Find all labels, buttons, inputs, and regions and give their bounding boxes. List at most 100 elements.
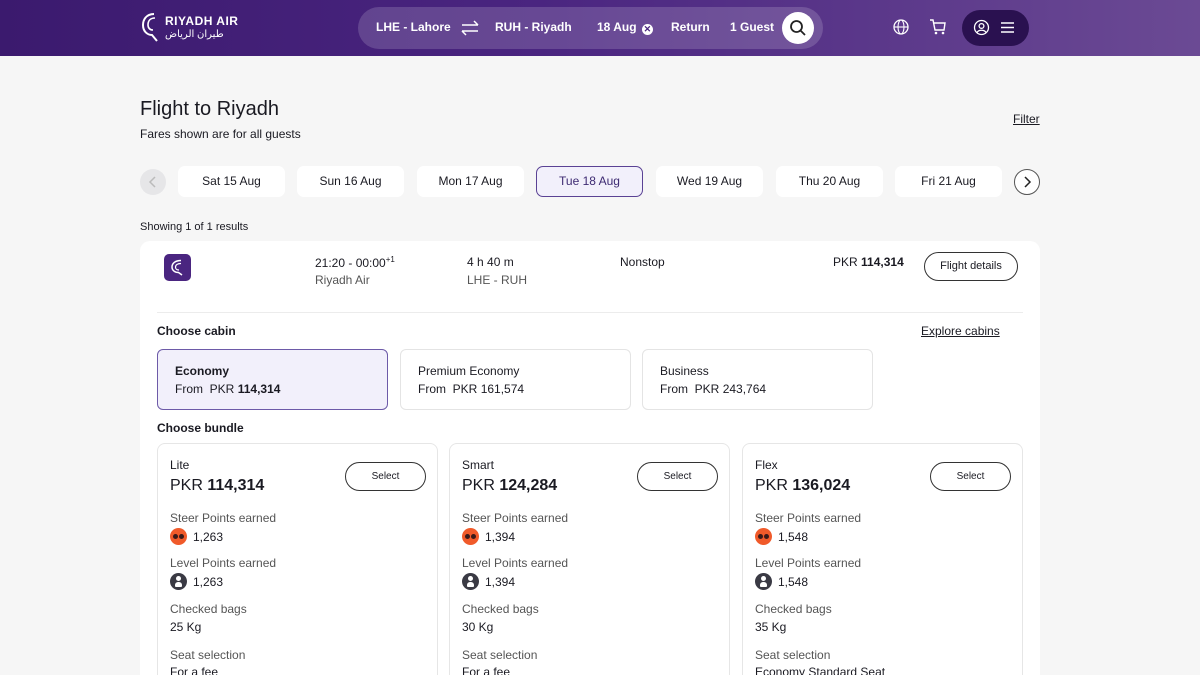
cabin-name: Economy (175, 364, 230, 378)
date-value: 18 Aug (597, 20, 637, 34)
clear-icon[interactable]: ✕ (641, 24, 653, 35)
price-amount: 136,024 (792, 477, 851, 494)
user-icon (973, 19, 990, 36)
level-points-value: 1,394 (485, 574, 516, 589)
price-currency: PKR (755, 477, 788, 494)
flight-details-button[interactable]: Flight details (924, 252, 1018, 281)
steer-points-label: Steer Points earned (462, 511, 569, 525)
date-tab-tue-18-aug[interactable]: Tue 18 Aug (536, 166, 643, 197)
departure-arrival-times: 21:20 - 00:00 (315, 256, 386, 270)
level-points-icon (170, 573, 187, 590)
price-amount: 243,764 (722, 382, 767, 396)
airline-logo (164, 254, 191, 281)
brand-name: RIYADH AIR (165, 13, 239, 28)
level-points-label: Level Points earned (170, 556, 277, 570)
seat-selection-label: Seat selection (462, 648, 538, 662)
choose-cabin-heading: Choose cabin (157, 324, 236, 338)
riyadh-air-emblem-icon (141, 13, 158, 42)
seat-selection-value: For a fee (170, 665, 219, 675)
flight-route: LHE - RUH (467, 273, 528, 287)
page-subtitle: Fares shown are for all guests (140, 127, 301, 141)
steer-points-row: 1,548 (755, 528, 808, 545)
destination-field[interactable]: RUH - Riyadh (495, 20, 572, 34)
day-offset: +1 (385, 255, 395, 264)
top-navigation-bar: RIYADH AIR طيران الرياض LHE - Lahore RUH… (0, 0, 1200, 56)
bundle-name: Smart (462, 458, 495, 472)
price-amount: 114,314 (207, 477, 265, 494)
cabin-option-economy[interactable]: Economy From PKR 114,314 (157, 349, 388, 410)
price-amount: 114,314 (237, 382, 281, 396)
flight-search-summary[interactable]: LHE - Lahore RUH - Riyadh 18 Aug ✕ Retur… (358, 7, 823, 49)
guests-field[interactable]: 1 Guest (730, 20, 775, 34)
seat-selection-value: For a fee (462, 665, 511, 675)
bundle-price: PKR 136,024 (755, 477, 850, 495)
steer-points-label: Steer Points earned (755, 511, 862, 525)
select-bundle-button[interactable]: Select (345, 462, 426, 491)
bundle-name: Flex (755, 458, 778, 472)
date-tab-fri-21-aug[interactable]: Fri 21 Aug (895, 166, 1002, 197)
checked-bags-label: Checked bags (755, 602, 832, 616)
date-field[interactable]: 18 Aug ✕ (597, 20, 653, 35)
filter-link[interactable]: Filter (1013, 112, 1040, 126)
level-points-row: 1,548 (755, 573, 808, 590)
cabin-price: From PKR 243,764 (660, 382, 766, 396)
steer-points-row: 1,394 (462, 528, 515, 545)
level-points-label: Level Points earned (755, 556, 862, 570)
riyadh-air-emblem-icon (171, 259, 183, 276)
explore-cabins-link[interactable]: Explore cabins (921, 324, 1000, 338)
select-bundle-button[interactable]: Select (637, 462, 718, 491)
level-points-value: 1,263 (193, 574, 224, 589)
checked-bags-label: Checked bags (462, 602, 539, 616)
price-amount: 114,314 (861, 255, 904, 269)
bundle-card-lite: Lite PKR 114,314 Select Steer Points ear… (157, 443, 438, 675)
bundle-card-flex: Flex PKR 136,024 Select Steer Points ear… (742, 443, 1023, 675)
date-tab-wed-19-aug[interactable]: Wed 19 Aug (656, 166, 763, 197)
flight-stops: Nonstop (620, 255, 665, 269)
account-menu-button[interactable] (962, 10, 1029, 46)
steer-points-value: 1,263 (193, 529, 224, 544)
bundle-card-smart: Smart PKR 124,284 Select Steer Points ea… (449, 443, 730, 675)
riyadh-air-logo[interactable]: RIYADH AIR طيران الرياض (140, 11, 238, 43)
checked-bags-value: 25 Kg (170, 620, 202, 634)
bundle-price: PKR 114,314 (170, 477, 264, 495)
origin-field[interactable]: LHE - Lahore (376, 20, 451, 34)
seat-selection-label: Seat selection (755, 648, 831, 662)
next-dates-button[interactable] (1014, 169, 1040, 195)
date-tab-sun-16-aug[interactable]: Sun 16 Aug (297, 166, 404, 197)
bundle-price: PKR 124,284 (462, 477, 557, 495)
seat-selection-value: Economy Standard Seat (755, 665, 886, 675)
steer-points-icon (170, 528, 187, 545)
brand-name-arabic: طيران الرياض (165, 28, 224, 40)
chevron-right-icon (1024, 176, 1032, 188)
menu-icon (1001, 22, 1014, 33)
steer-points-value: 1,394 (485, 529, 516, 544)
swap-icon[interactable] (458, 19, 482, 37)
globe-icon[interactable] (892, 18, 910, 36)
price-currency: PKR (694, 382, 720, 396)
cart-icon[interactable] (929, 18, 947, 36)
level-points-label: Level Points earned (462, 556, 569, 570)
date-tab-mon-17-aug[interactable]: Mon 17 Aug (417, 166, 524, 197)
price-currency: PKR (170, 477, 203, 494)
date-tab-sat-15-aug[interactable]: Sat 15 Aug (178, 166, 285, 197)
flight-duration: 4 h 40 m (467, 255, 514, 269)
cabin-option-premium-economy[interactable]: Premium Economy From PKR 161,574 (400, 349, 631, 410)
cabin-option-business[interactable]: Business From PKR 243,764 (642, 349, 873, 410)
search-button[interactable] (782, 12, 814, 44)
price-amount: 124,284 (499, 477, 558, 494)
price-amount: 161,574 (480, 382, 525, 396)
choose-bundle-heading: Choose bundle (157, 421, 244, 435)
from-label: From (175, 382, 203, 396)
level-points-icon (462, 573, 479, 590)
select-bundle-button[interactable]: Select (930, 462, 1011, 491)
flight-price: PKR 114,314 (833, 255, 904, 269)
seat-selection-label: Seat selection (170, 648, 246, 662)
trip-type-field[interactable]: Return (671, 20, 710, 34)
divider (157, 312, 1023, 313)
previous-dates-button[interactable] (140, 169, 166, 195)
level-points-value: 1,548 (778, 574, 809, 589)
price-currency: PKR (462, 477, 495, 494)
steer-points-row: 1,263 (170, 528, 223, 545)
date-tab-thu-20-aug[interactable]: Thu 20 Aug (776, 166, 883, 197)
from-label: From (660, 382, 688, 396)
